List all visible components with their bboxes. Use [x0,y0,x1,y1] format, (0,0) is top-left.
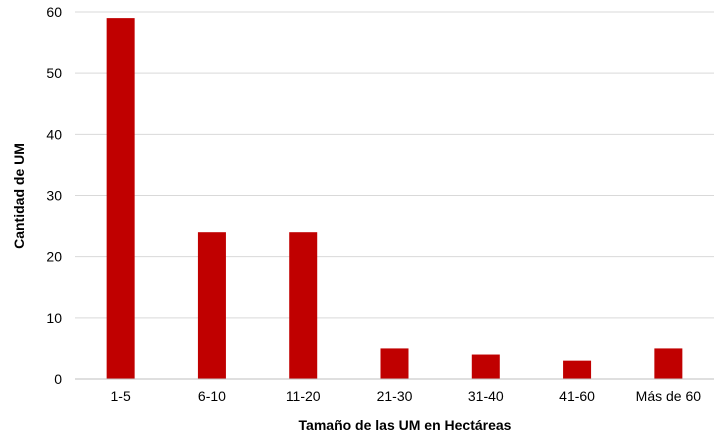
y-tick-label: 20 [46,249,62,265]
y-axis-title: Cantidad de UM [11,143,27,249]
y-tick-label: 0 [54,371,62,387]
gridlines [75,11,714,319]
x-tick-label: 11-20 [286,388,321,404]
x-tick-label: 21-30 [377,388,413,404]
y-tick-label: 60 [46,4,62,20]
x-axis-title: Tamaño de las UM en Hectáreas [299,417,512,433]
bar [654,348,683,379]
x-tick-label: 6-10 [198,388,226,404]
bar-series [106,18,683,379]
x-tick-label: 31-40 [468,388,504,404]
y-axis-ticks: 0 10 20 30 40 50 60 [46,4,62,387]
bar [197,232,226,379]
y-tick-label: 30 [46,188,62,204]
y-tick-label: 40 [46,126,62,142]
x-tick-label: Más de 60 [636,388,702,404]
x-axis-ticks: 1-5 6-10 11-20 21-30 31-40 41-60 Más de 60 [111,388,702,404]
bar [289,232,318,379]
x-tick-label: 41-60 [559,388,595,404]
x-tick-label: 1-5 [111,388,131,404]
y-tick-label: 50 [46,65,62,81]
bar [563,360,592,379]
bar [106,18,135,379]
bar [471,354,500,379]
bar [380,348,409,379]
y-tick-label: 10 [46,310,62,326]
